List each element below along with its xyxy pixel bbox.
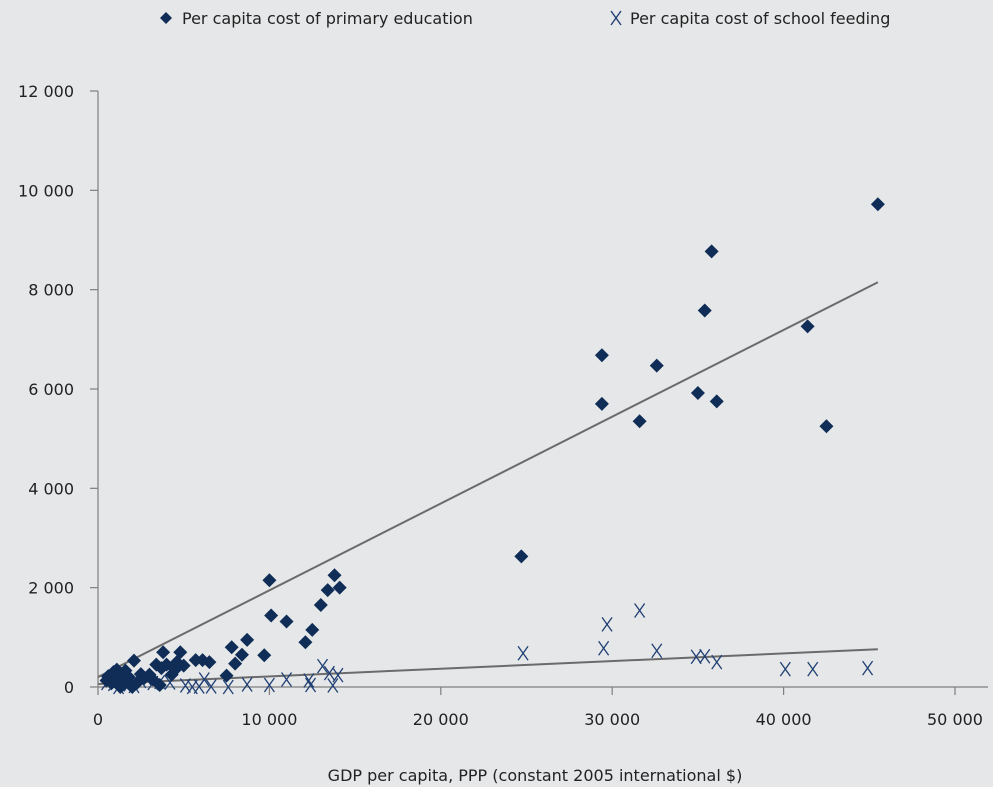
point-school-feeding [517,645,529,661]
point-school-feeding [263,677,275,693]
point-primary-education [594,396,609,411]
y-tick-label: 4 000 [28,479,74,498]
point-primary-education [704,244,719,259]
y-tick-label: 2 000 [28,579,74,598]
point-primary-education [176,658,191,673]
trendline-feeding [97,648,878,686]
point-school-feeding [327,678,339,693]
legend-item-education: Per capita cost of primary education [160,9,473,28]
y-tick-label: 12 000 [18,82,74,101]
y-tick-label: 8 000 [28,281,74,300]
y-tick-label: 6 000 [28,380,74,399]
point-school-feeding [711,654,723,670]
point-school-feeding [303,673,315,688]
legend-label-education: Per capita cost of primary education [182,9,473,28]
point-primary-education [262,573,277,588]
point-primary-education [257,648,272,663]
legend-marker-feeding [610,10,622,26]
point-primary-education [819,419,834,434]
point-primary-education [709,394,724,409]
point-primary-education [126,653,141,668]
point-school-feeding [634,603,646,618]
point-primary-education [219,668,234,683]
legend-label-feeding: Per capita cost of school feeding [630,9,890,28]
point-primary-education [690,385,705,400]
point-primary-education [298,635,313,650]
trendline-education [97,281,879,678]
point-school-feeding [598,640,610,656]
x-tick-label: 20 000 [413,710,469,729]
point-school-feeding [305,677,317,693]
point-primary-education [313,598,328,613]
point-primary-education [116,675,131,690]
legend-marker-education [160,12,172,24]
point-school-feeding [690,649,702,665]
point-primary-education [264,608,279,623]
point-primary-education [234,647,249,662]
point-school-feeding [281,672,293,687]
point-school-feeding [651,643,663,659]
point-primary-education [332,580,347,595]
point-primary-education [279,614,294,629]
data-points [99,197,885,695]
point-school-feeding [699,648,711,664]
point-primary-education [228,656,243,671]
point-primary-education [870,197,885,212]
y-tick-label: 10 000 [18,181,74,200]
point-school-feeding [601,617,613,632]
point-primary-education [152,678,167,693]
x-tick-label: 40 000 [756,710,812,729]
point-primary-education [697,303,712,318]
axes: 0 2 000 4 000 6 000 8 000 10 000 12 000 0 10 000… [18,82,988,729]
trendlines [97,281,879,686]
point-primary-education [173,645,188,660]
point-school-feeding [222,679,234,695]
legend: Per capita cost of primary education Per… [160,9,890,28]
point-primary-education [305,622,320,637]
point-primary-education [632,414,647,429]
point-school-feeding [332,667,344,683]
point-primary-education [594,348,609,363]
point-primary-education [156,645,171,660]
x-tick-label: 0 [93,710,103,729]
x-tick-label: 10 000 [241,710,297,729]
point-primary-education [514,549,529,564]
point-school-feeding [862,660,874,676]
point-school-feeding [779,661,791,677]
point-primary-education [327,568,342,583]
y-tick-label: 0 [64,678,74,697]
point-primary-education [320,583,335,598]
point-primary-education [240,632,255,647]
point-school-feeding [198,672,210,687]
point-school-feeding [807,661,819,677]
point-school-feeding [241,677,253,692]
x-tick-label: 30 000 [584,710,640,729]
point-primary-education [800,319,815,334]
point-primary-education [224,640,239,655]
point-primary-education [649,358,664,373]
point-school-feeding [205,679,217,694]
point-school-feeding [179,678,191,693]
point-primary-education [202,655,217,670]
x-axis-title: GDP per capita, PPP (constant 2005 inter… [328,766,743,785]
legend-item-feeding: Per capita cost of school feeding [610,9,890,28]
point-school-feeding [317,658,329,674]
x-tick-label: 50 000 [927,710,983,729]
